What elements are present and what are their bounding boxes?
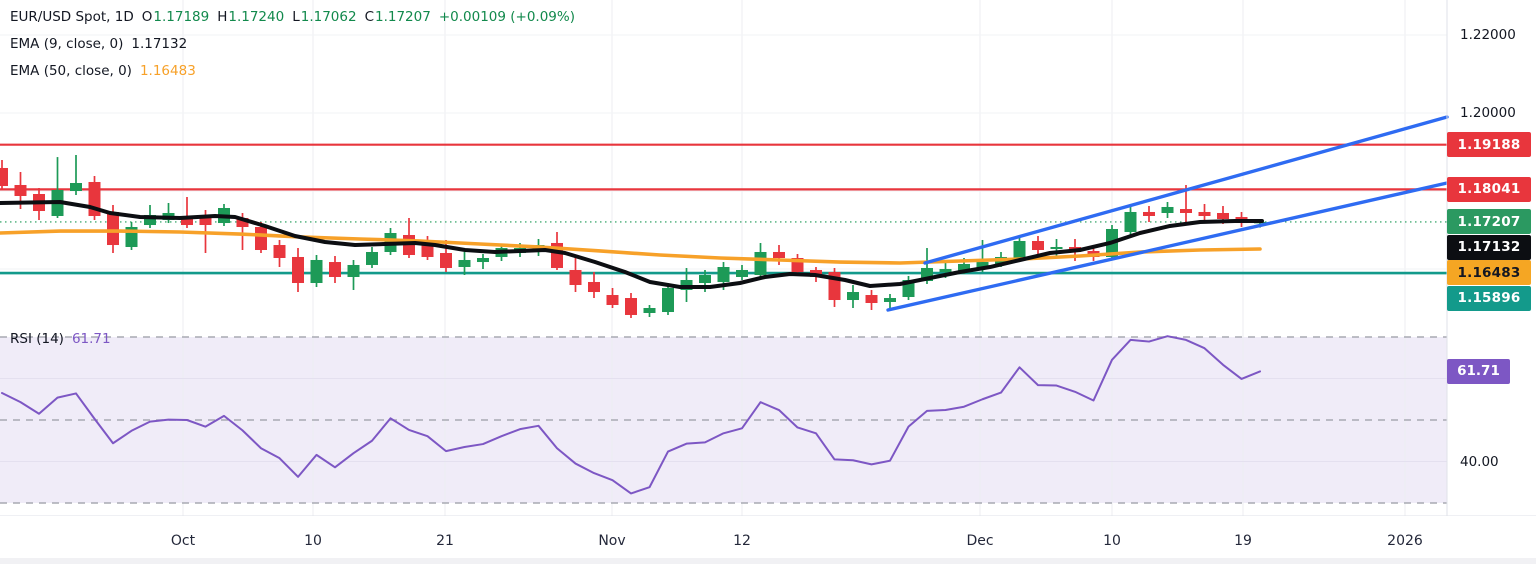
rsi-legend-row[interactable]: RSI (14) 61.71 [10, 329, 111, 348]
rsi-axis-label: 40.00 [1460, 453, 1499, 470]
time-axis-label: 10 [1103, 533, 1121, 549]
price-badge-resistance-2: 1.18041 [1447, 176, 1531, 202]
change-value: +0.00109 (+0.09%) [438, 8, 575, 25]
ohlc-high: H 1.17240 [217, 8, 285, 25]
ema50-legend-label: EMA (50, close, 0) [10, 62, 132, 79]
price-badge-last-price: 1.17207 [1447, 209, 1531, 235]
ema9-legend-value: 1.17132 [131, 35, 188, 52]
price-axis-label: 1.22000 [1460, 27, 1516, 43]
time-axis-label: Dec [966, 533, 994, 549]
time-axis-label: Nov [598, 533, 626, 549]
price-axis-label: 1.20000 [1460, 105, 1516, 121]
time-axis-label: 10 [304, 533, 322, 549]
chart-legend: EUR/USD Spot, 1D O 1.17189 H 1.17240 L 1.17… [10, 3, 575, 84]
rsi-legend-value: 61.71 [71, 330, 111, 347]
ohlc-low: L 1.17062 [292, 8, 357, 25]
symbol-title: EUR/USD Spot, 1D [10, 8, 134, 25]
ohlc-open: O 1.17189 [141, 8, 210, 25]
ema50-legend-row[interactable]: EMA (50, close, 0) 1.16483 [10, 57, 575, 84]
time-axis-label: 12 [733, 533, 751, 549]
price-badge-resistance-1: 1.19188 [1447, 132, 1531, 158]
time-axis-scale[interactable]: Oct 10 21 Nov 12 Dec 10 19 2026 [0, 516, 1536, 558]
price-badge-support: 1.15896 [1447, 285, 1531, 311]
time-axis-label: Oct [170, 533, 196, 549]
time-axis-label: 2026 [1387, 533, 1423, 549]
ohlc-close: C 1.17207 [364, 8, 431, 25]
ema9-legend-row[interactable]: EMA (9, close, 0) 1.17132 [10, 30, 575, 57]
ema50-legend-value: 1.16483 [139, 62, 196, 79]
price-badge-ema9: 1.17132 [1447, 234, 1531, 260]
symbol-legend-row[interactable]: EUR/USD Spot, 1D O 1.17189 H 1.17240 L 1.17… [10, 3, 575, 30]
price-badge-ema50: 1.16483 [1447, 260, 1531, 286]
time-axis-label: 21 [436, 533, 454, 549]
price-axis-scale[interactable]: 1.22000 1.20000 1.19188 1.18041 1.17207 … [1447, 0, 1536, 516]
rsi-legend-label: RSI (14) [10, 330, 64, 347]
window-bottom-strip [0, 557, 1536, 564]
time-axis-label: 19 [1234, 533, 1252, 549]
rsi-value-badge: 61.71 [1447, 358, 1510, 384]
ema9-legend-label: EMA (9, close, 0) [10, 35, 124, 52]
